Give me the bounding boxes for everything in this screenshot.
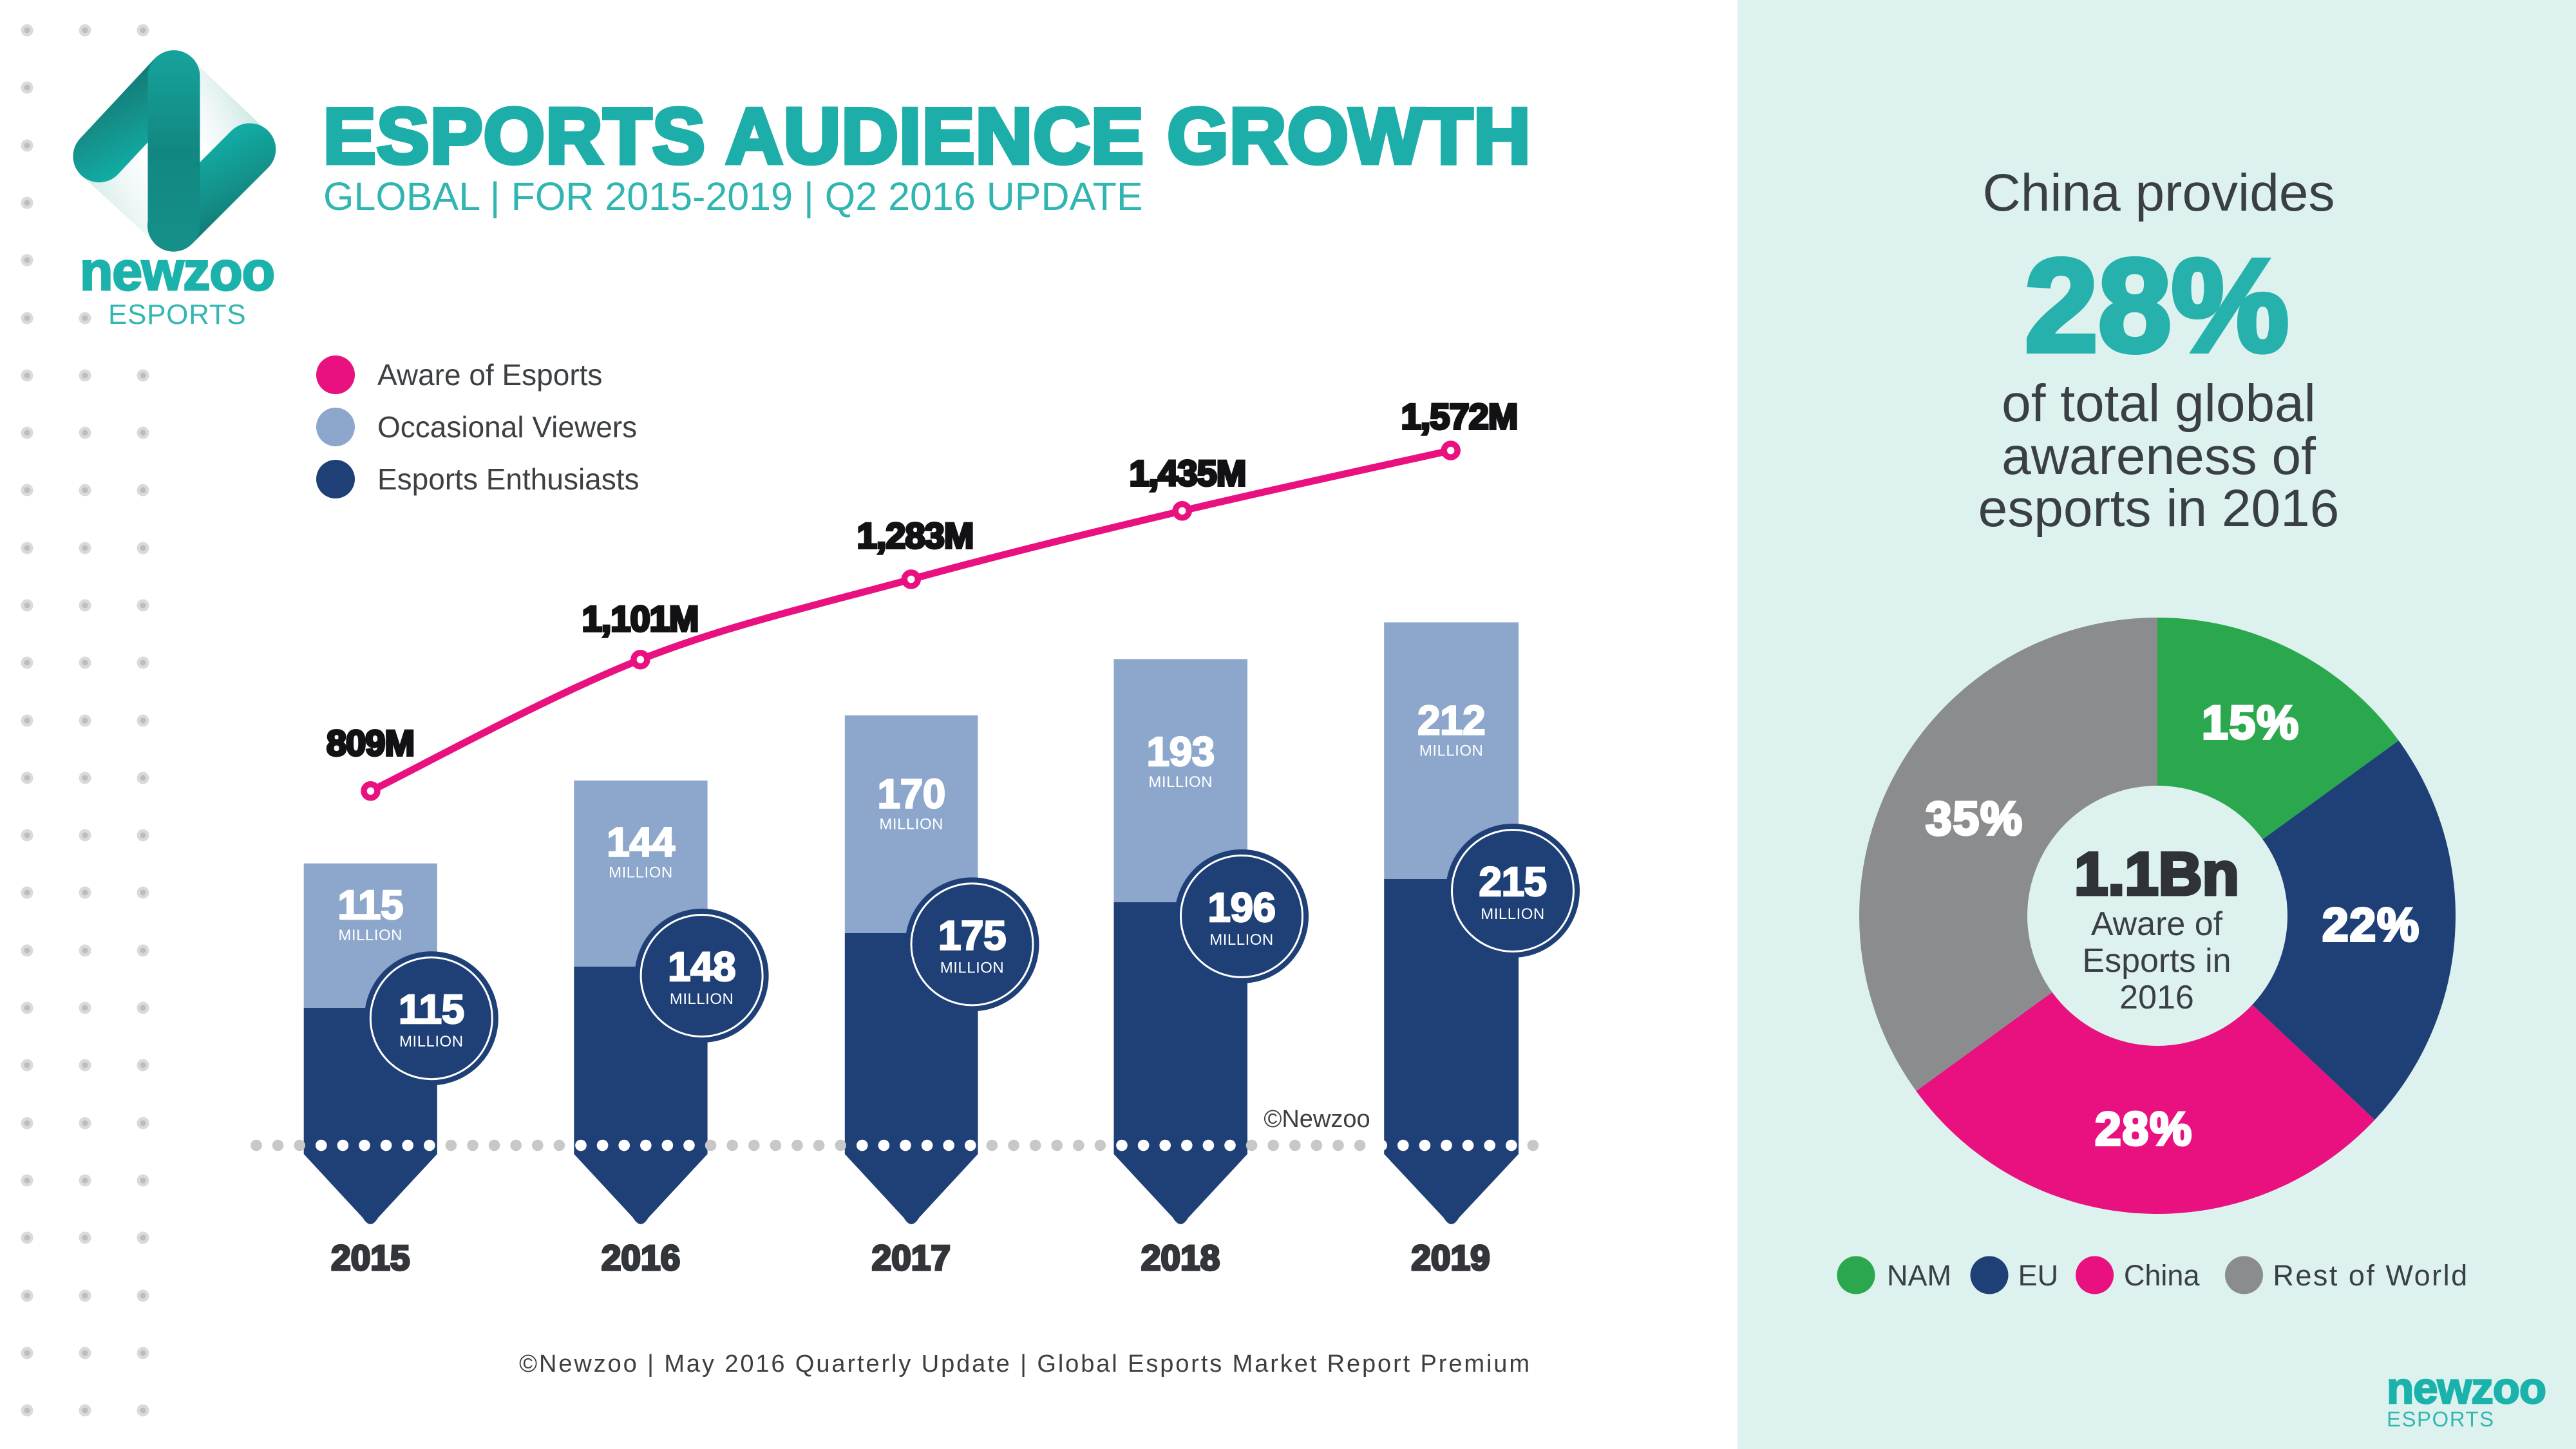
svg-text:Aware of: Aware of: [2091, 905, 2223, 943]
svg-text:170: 170: [878, 771, 945, 817]
svg-text:2018: 2018: [1141, 1238, 1220, 1278]
svg-text:MILLION: MILLION: [1481, 905, 1545, 923]
svg-text:NAM: NAM: [1887, 1259, 1951, 1292]
svg-text:MILLION: MILLION: [879, 816, 943, 833]
svg-text:35%: 35%: [1926, 793, 2023, 845]
svg-text:of total global: of total global: [2002, 374, 2316, 433]
svg-text:China provides: China provides: [1983, 164, 2335, 222]
svg-text:2019: 2019: [1411, 1238, 1490, 1278]
svg-text:1,101M: 1,101M: [582, 598, 699, 639]
svg-text:Rest of World: Rest of World: [2273, 1259, 2468, 1292]
svg-text:215: 215: [1479, 858, 1546, 905]
svg-text:1,283M: 1,283M: [857, 515, 974, 556]
svg-text:148: 148: [668, 943, 735, 990]
svg-text:China: China: [2124, 1259, 2201, 1292]
svg-text:2016: 2016: [601, 1238, 680, 1278]
svg-text:1,435M: 1,435M: [1130, 453, 1246, 493]
svg-text:ESPORTS: ESPORTS: [108, 299, 246, 330]
svg-text:MILLION: MILLION: [1419, 743, 1484, 760]
svg-text:Aware of Esports: Aware of Esports: [377, 358, 602, 392]
svg-text:MILLION: MILLION: [609, 864, 673, 882]
svg-text:1.1Bn: 1.1Bn: [2074, 840, 2239, 907]
svg-text:175: 175: [938, 912, 1006, 958]
svg-text:212: 212: [1417, 697, 1485, 744]
svg-text:144: 144: [607, 819, 675, 866]
svg-text:newzoo: newzoo: [80, 241, 274, 301]
svg-text:1,572M: 1,572M: [1401, 396, 1518, 437]
svg-text:GLOBAL | FOR 2015-2019 | Q2 20: GLOBAL | FOR 2015-2019 | Q2 2016 UPDATE: [323, 175, 1143, 218]
svg-text:2017: 2017: [872, 1238, 951, 1278]
svg-text:esports in 2016: esports in 2016: [1978, 479, 2340, 538]
svg-text:ESPORTS: ESPORTS: [2387, 1407, 2495, 1431]
svg-text:Esports in: Esports in: [2082, 942, 2231, 980]
svg-text:©Newzoo | May 2016 Quarterly U: ©Newzoo | May 2016 Quarterly Update | Gl…: [519, 1350, 1531, 1378]
svg-text:115: 115: [399, 986, 464, 1032]
svg-text:115: 115: [337, 882, 403, 928]
svg-text:809M: 809M: [327, 723, 414, 763]
svg-text:28%: 28%: [2095, 1103, 2193, 1155]
svg-text:22%: 22%: [2322, 899, 2420, 951]
svg-text:15%: 15%: [2202, 697, 2300, 749]
svg-text:EU: EU: [2018, 1259, 2059, 1292]
svg-text:MILLION: MILLION: [1209, 931, 1274, 949]
svg-text:MILLION: MILLION: [670, 990, 734, 1008]
svg-text:©Newzoo: ©Newzoo: [1264, 1106, 1370, 1133]
svg-text:newzoo: newzoo: [2387, 1363, 2546, 1413]
svg-text:196: 196: [1208, 884, 1275, 931]
svg-text:MILLION: MILLION: [940, 959, 1005, 976]
svg-text:193: 193: [1147, 728, 1215, 775]
svg-text:2015: 2015: [331, 1238, 410, 1278]
svg-text:Occasional Viewers: Occasional Viewers: [377, 410, 637, 444]
svg-text:MILLION: MILLION: [1148, 773, 1213, 791]
svg-text:MILLION: MILLION: [399, 1033, 464, 1050]
svg-text:MILLION: MILLION: [338, 927, 402, 944]
svg-text:2016: 2016: [2119, 979, 2194, 1016]
svg-text:ESPORTS AUDIENCE GROWTH: ESPORTS AUDIENCE GROWTH: [323, 92, 1531, 180]
svg-text:28%: 28%: [2025, 232, 2289, 379]
svg-text:Esports Enthusiasts: Esports Enthusiasts: [377, 462, 639, 496]
svg-text:awareness of: awareness of: [2002, 427, 2316, 486]
